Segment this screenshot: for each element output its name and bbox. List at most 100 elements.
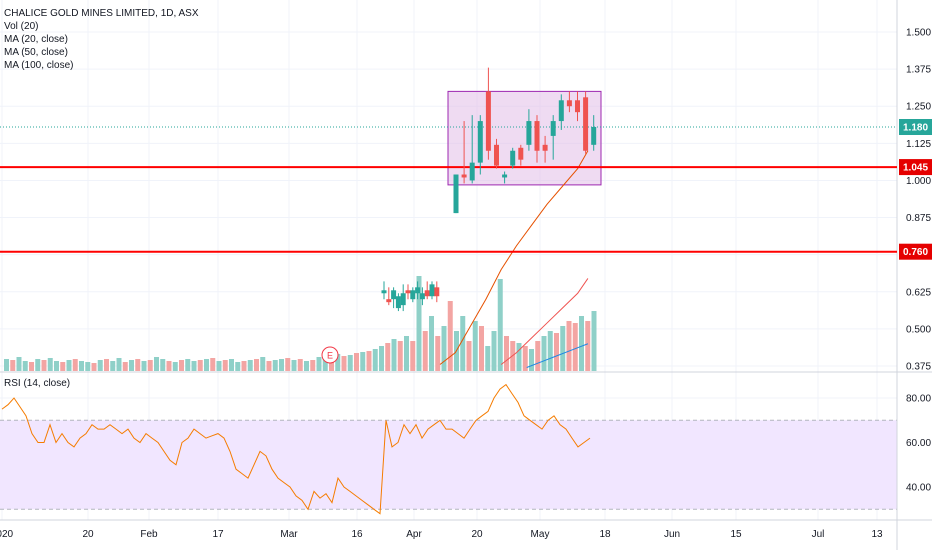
volume-bar bbox=[410, 341, 416, 371]
volume-bar bbox=[591, 311, 597, 371]
volume-bar bbox=[322, 355, 328, 371]
candle-body bbox=[461, 174, 467, 178]
price-label: 1.180 bbox=[903, 123, 928, 134]
volume-bar bbox=[541, 336, 547, 371]
candle bbox=[395, 293, 401, 312]
candle bbox=[410, 287, 416, 303]
candle bbox=[542, 135, 548, 163]
volume-bar bbox=[441, 326, 447, 371]
volume-bar bbox=[135, 359, 141, 371]
volume-bar bbox=[85, 362, 91, 371]
volume-bar bbox=[372, 349, 378, 371]
legend-ma100[interactable]: MA (100, close) bbox=[4, 60, 74, 71]
x-tick-label: 16 bbox=[351, 529, 363, 540]
price-label: 0.760 bbox=[903, 247, 928, 258]
volume-bar bbox=[285, 358, 291, 371]
candle-body bbox=[502, 174, 508, 178]
candle-body bbox=[434, 287, 440, 297]
volume-bar bbox=[60, 362, 66, 371]
volume-bar bbox=[522, 346, 528, 371]
volume-bar bbox=[116, 358, 122, 371]
candle bbox=[485, 67, 491, 160]
legend-ma20[interactable]: MA (20, close) bbox=[4, 34, 68, 45]
volume-bar bbox=[29, 362, 34, 371]
volume-bar bbox=[304, 361, 309, 371]
volume-bar bbox=[447, 301, 453, 371]
x-tick-label: Jun bbox=[664, 529, 680, 540]
volume-bar bbox=[310, 360, 316, 371]
volume-bar bbox=[72, 359, 78, 371]
candle-body bbox=[400, 293, 406, 306]
volume-bar bbox=[47, 358, 53, 371]
volume-bar bbox=[554, 333, 559, 371]
rsi-tick-label: 60.00 bbox=[906, 438, 931, 449]
rsi-line bbox=[1, 383, 591, 515]
x-tick-label: 13 bbox=[871, 529, 883, 540]
candle bbox=[429, 281, 435, 300]
volume-bar bbox=[491, 331, 497, 371]
candle-body bbox=[424, 290, 430, 297]
rsi-legend[interactable]: RSI (14, close) bbox=[4, 378, 71, 389]
volume-bar bbox=[529, 349, 534, 371]
volume-bar bbox=[141, 361, 147, 371]
candle-body bbox=[453, 174, 459, 214]
volume-bar bbox=[335, 354, 341, 371]
candle-body bbox=[419, 293, 425, 300]
legend-ma50[interactable]: MA (50, close) bbox=[4, 47, 68, 58]
candle bbox=[391, 287, 397, 309]
volume-bar bbox=[22, 361, 28, 371]
y-tick-label: 1.375 bbox=[906, 65, 931, 76]
rsi-tick-label: 80.00 bbox=[906, 394, 931, 405]
legend-volume[interactable]: Vol (20) bbox=[4, 21, 39, 32]
y-tick-label: 0.875 bbox=[906, 213, 931, 224]
volume-bar bbox=[104, 359, 109, 371]
candle bbox=[534, 115, 540, 163]
candle-body bbox=[469, 162, 475, 181]
volume-bar bbox=[16, 357, 22, 371]
horizontal-lines[interactable] bbox=[0, 126, 897, 253]
volume-bar bbox=[266, 361, 272, 371]
y-tick-label: 0.625 bbox=[906, 287, 931, 298]
volume-bar bbox=[435, 336, 441, 371]
candle bbox=[400, 284, 406, 312]
volume-bar bbox=[579, 316, 584, 371]
volume-bar bbox=[191, 361, 197, 371]
legend-symbol[interactable]: CHALICE GOLD MINES LIMITED, 1D, ASX bbox=[4, 8, 199, 19]
x-tick-label: May bbox=[531, 529, 550, 540]
volume-bar bbox=[66, 360, 72, 371]
y-tick-label: 0.375 bbox=[906, 362, 931, 373]
candle bbox=[550, 115, 556, 160]
candle bbox=[453, 174, 459, 214]
candle-body bbox=[494, 144, 499, 166]
candle-body bbox=[386, 299, 392, 303]
candle bbox=[469, 115, 475, 184]
volume-bar bbox=[366, 351, 372, 371]
volume-bar bbox=[572, 323, 578, 371]
volume-bar bbox=[479, 326, 484, 371]
volume-bar bbox=[54, 361, 59, 371]
volume-bar bbox=[566, 321, 572, 371]
x-tick-label: 17 bbox=[212, 529, 224, 540]
volume-bar bbox=[247, 360, 253, 371]
candles bbox=[381, 67, 597, 312]
candle bbox=[381, 281, 387, 300]
candle-body bbox=[391, 290, 397, 300]
volume-bar bbox=[391, 339, 397, 371]
x-tick-label: 20 bbox=[82, 529, 94, 540]
candle bbox=[405, 284, 411, 300]
y-tick-label: 0.500 bbox=[906, 324, 931, 335]
earnings-marker[interactable]: E bbox=[321, 346, 339, 364]
volume-bar bbox=[172, 362, 178, 371]
candle bbox=[558, 94, 564, 130]
volume-bar bbox=[129, 360, 134, 371]
x-tick-label: Apr bbox=[406, 529, 422, 540]
candle bbox=[477, 115, 483, 175]
rsi-layer bbox=[1, 383, 591, 515]
candle-body bbox=[477, 121, 483, 163]
volume-bar bbox=[316, 357, 322, 371]
rsi-band bbox=[0, 420, 897, 510]
volume-bar bbox=[279, 359, 284, 371]
y-tick-label: 1.500 bbox=[906, 28, 931, 39]
candle-body bbox=[575, 100, 580, 113]
